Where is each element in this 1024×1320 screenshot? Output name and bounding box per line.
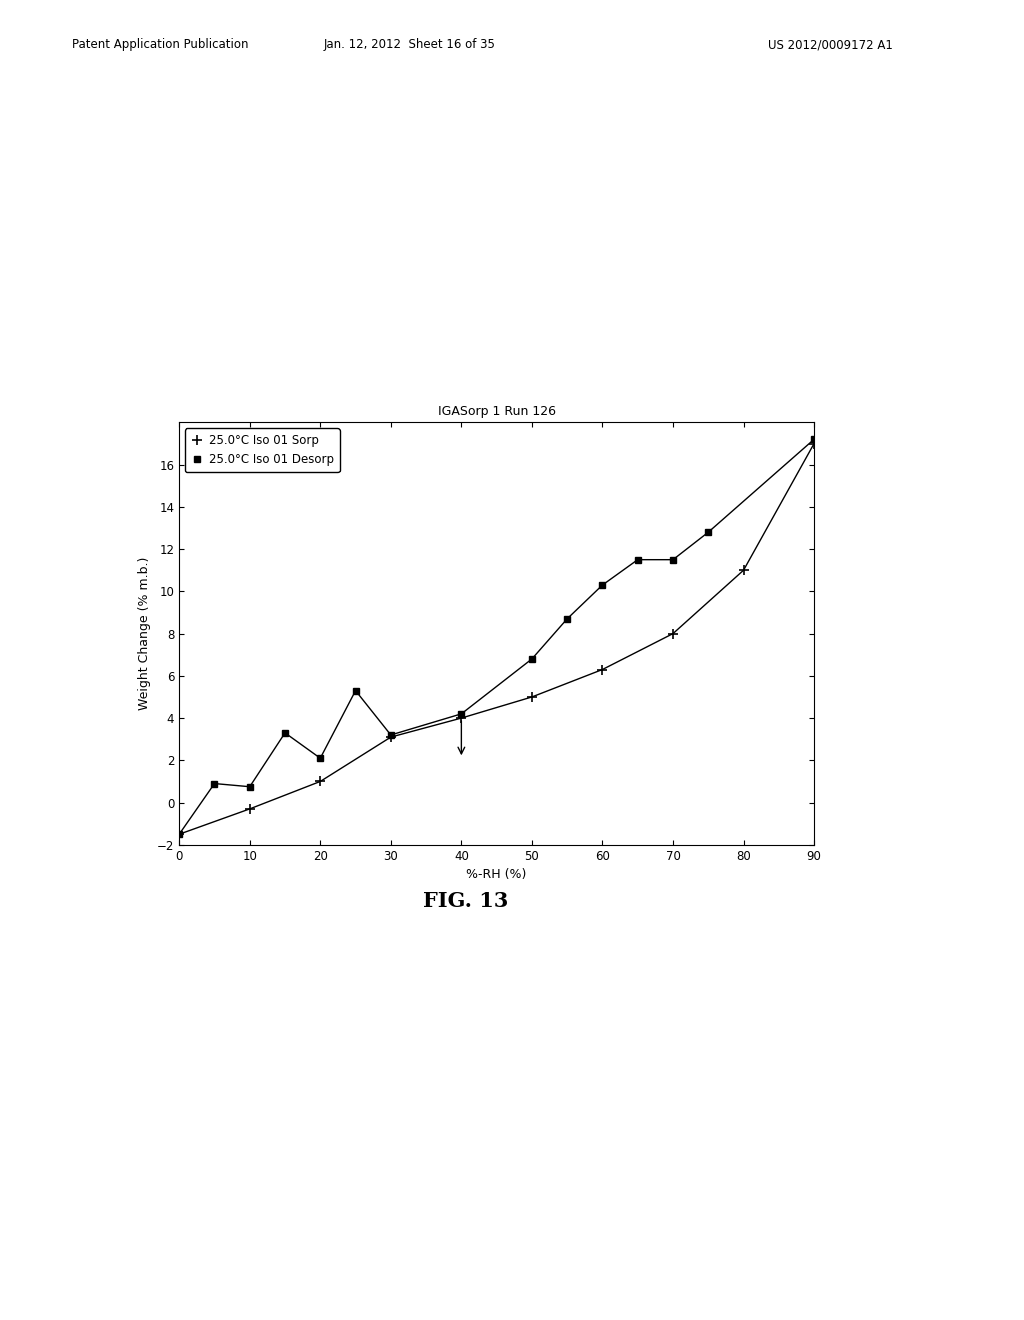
Line: 25.0°C Iso 01 Desorp: 25.0°C Iso 01 Desorp: [176, 436, 817, 838]
X-axis label: %-RH (%): %-RH (%): [467, 869, 526, 882]
25.0°C Iso 01 Desorp: [525, 651, 538, 667]
25.0°C Iso 01 Sorp: [173, 826, 185, 842]
25.0°C Iso 01 Desorp: [385, 727, 397, 743]
25.0°C Iso 01 Desorp: [456, 706, 468, 722]
25.0°C Iso 01 Sorp: [808, 436, 820, 451]
25.0°C Iso 01 Sorp: [737, 562, 750, 578]
25.0°C Iso 01 Desorp: [244, 779, 256, 795]
Y-axis label: Weight Change (% m.b.): Weight Change (% m.b.): [138, 557, 152, 710]
25.0°C Iso 01 Desorp: [314, 750, 327, 766]
25.0°C Iso 01 Sorp: [596, 661, 608, 677]
25.0°C Iso 01 Desorp: [808, 432, 820, 447]
25.0°C Iso 01 Desorp: [208, 776, 220, 792]
25.0°C Iso 01 Desorp: [279, 725, 291, 741]
25.0°C Iso 01 Desorp: [173, 826, 185, 842]
25.0°C Iso 01 Sorp: [244, 801, 256, 817]
25.0°C Iso 01 Desorp: [632, 552, 644, 568]
Text: Jan. 12, 2012  Sheet 16 of 35: Jan. 12, 2012 Sheet 16 of 35: [324, 38, 496, 51]
Text: US 2012/0009172 A1: US 2012/0009172 A1: [768, 38, 893, 51]
25.0°C Iso 01 Desorp: [667, 552, 679, 568]
25.0°C Iso 01 Sorp: [525, 689, 538, 705]
25.0°C Iso 01 Desorp: [702, 524, 715, 540]
Legend: 25.0°C Iso 01 Sorp, 25.0°C Iso 01 Desorp: 25.0°C Iso 01 Sorp, 25.0°C Iso 01 Desorp: [185, 428, 340, 473]
Line: 25.0°C Iso 01 Sorp: 25.0°C Iso 01 Sorp: [174, 438, 819, 840]
Text: FIG. 13: FIG. 13: [423, 891, 509, 911]
25.0°C Iso 01 Desorp: [596, 577, 608, 593]
25.0°C Iso 01 Sorp: [385, 729, 397, 744]
25.0°C Iso 01 Desorp: [349, 682, 361, 698]
25.0°C Iso 01 Desorp: [561, 611, 573, 627]
Text: Patent Application Publication: Patent Application Publication: [72, 38, 248, 51]
Title: IGASorp 1 Run 126: IGASorp 1 Run 126: [437, 405, 556, 418]
25.0°C Iso 01 Sorp: [667, 626, 679, 642]
25.0°C Iso 01 Sorp: [456, 710, 468, 726]
25.0°C Iso 01 Sorp: [314, 774, 327, 789]
